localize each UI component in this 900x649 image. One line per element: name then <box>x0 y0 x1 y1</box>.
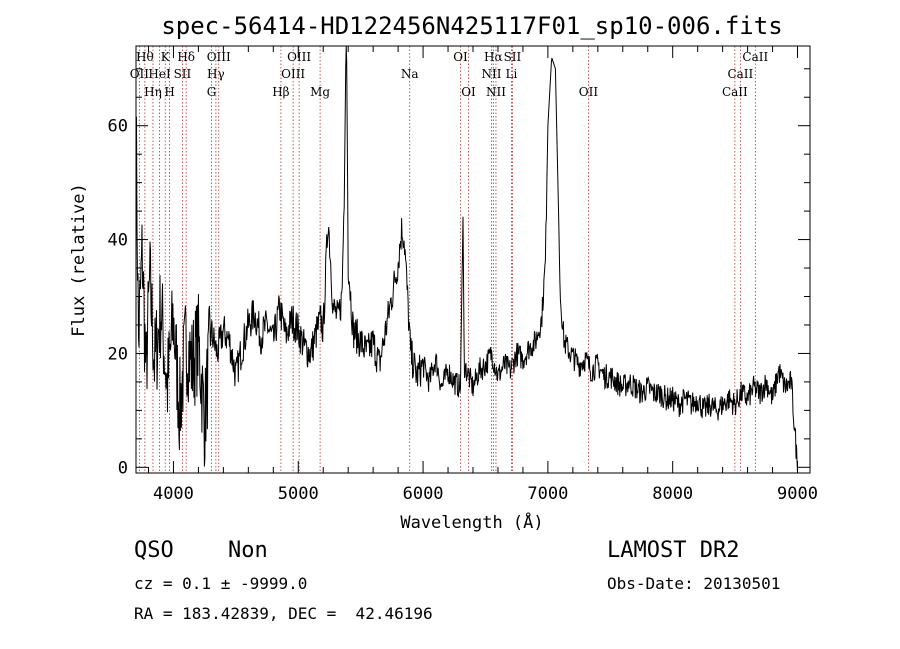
x-tick-label: 8000 <box>652 484 693 504</box>
marker-label: Hη <box>144 85 162 99</box>
marker-label: OIII <box>281 67 305 81</box>
spectrum-series <box>135 45 798 474</box>
marker-label: NII <box>481 67 501 81</box>
marker-label: Hθ <box>136 50 154 64</box>
marker-label: CaII <box>742 50 768 64</box>
marker-label: OIII <box>207 50 231 64</box>
chart-title: spec-56414-HD122456N425117F01_sp10-006.f… <box>161 12 782 40</box>
x-tick-label: 4000 <box>153 484 194 504</box>
marker-label: G <box>207 85 217 99</box>
marker-label: Na <box>401 67 419 81</box>
x-axis: 4000 5000 6000 7000 8000 9000 <box>147 46 818 504</box>
marker-label: NII <box>486 85 506 99</box>
marker-label: CaII <box>722 85 748 99</box>
marker-label: SII <box>174 67 192 81</box>
survey-name: LAMOST DR2 <box>607 538 740 563</box>
x-axis-label: Wavelength (Å) <box>400 511 543 533</box>
x-tick-label: 7000 <box>527 484 568 504</box>
y-tick-label: 20 <box>108 344 128 364</box>
y-tick-label: 0 <box>118 458 128 478</box>
y-tick-label: 40 <box>108 231 128 251</box>
marker-label: OI <box>461 85 476 99</box>
spectrum-line <box>135 45 798 474</box>
coordinates-text: RA = 183.42839, DEC = 42.46196 <box>134 604 433 623</box>
object-class: QSO <box>134 538 174 563</box>
marker-label: OIII <box>287 50 311 64</box>
y-axis: 0 20 40 60 <box>108 68 810 478</box>
y-tick-label: 60 <box>108 117 128 137</box>
redshift-text: cz = 0.1 ± -9999.0 <box>134 574 308 593</box>
marker-label: H <box>164 85 174 99</box>
marker-label: Li <box>506 67 518 81</box>
obs-date: Obs-Date: 20130501 <box>607 574 781 593</box>
object-subclass: Non <box>228 538 268 563</box>
y-axis-label: Flux (relative) <box>69 183 89 337</box>
marker-label: HeI <box>148 67 171 81</box>
marker-label: Hδ <box>177 50 195 64</box>
x-tick-label: 9000 <box>777 484 818 504</box>
marker-label: SII <box>504 50 522 64</box>
marker-label: Hγ <box>207 67 225 81</box>
x-tick-label: 6000 <box>403 484 444 504</box>
marker-label: Hα <box>484 50 503 64</box>
marker-label: Mg <box>310 85 330 99</box>
x-tick-label: 5000 <box>278 484 319 504</box>
marker-label: OI <box>453 50 468 64</box>
marker-label: K <box>161 50 171 64</box>
marker-label: OII <box>579 85 599 99</box>
marker-label: OII <box>130 67 150 81</box>
marker-label: Hβ <box>272 85 289 99</box>
marker-label: CaII <box>727 67 753 81</box>
